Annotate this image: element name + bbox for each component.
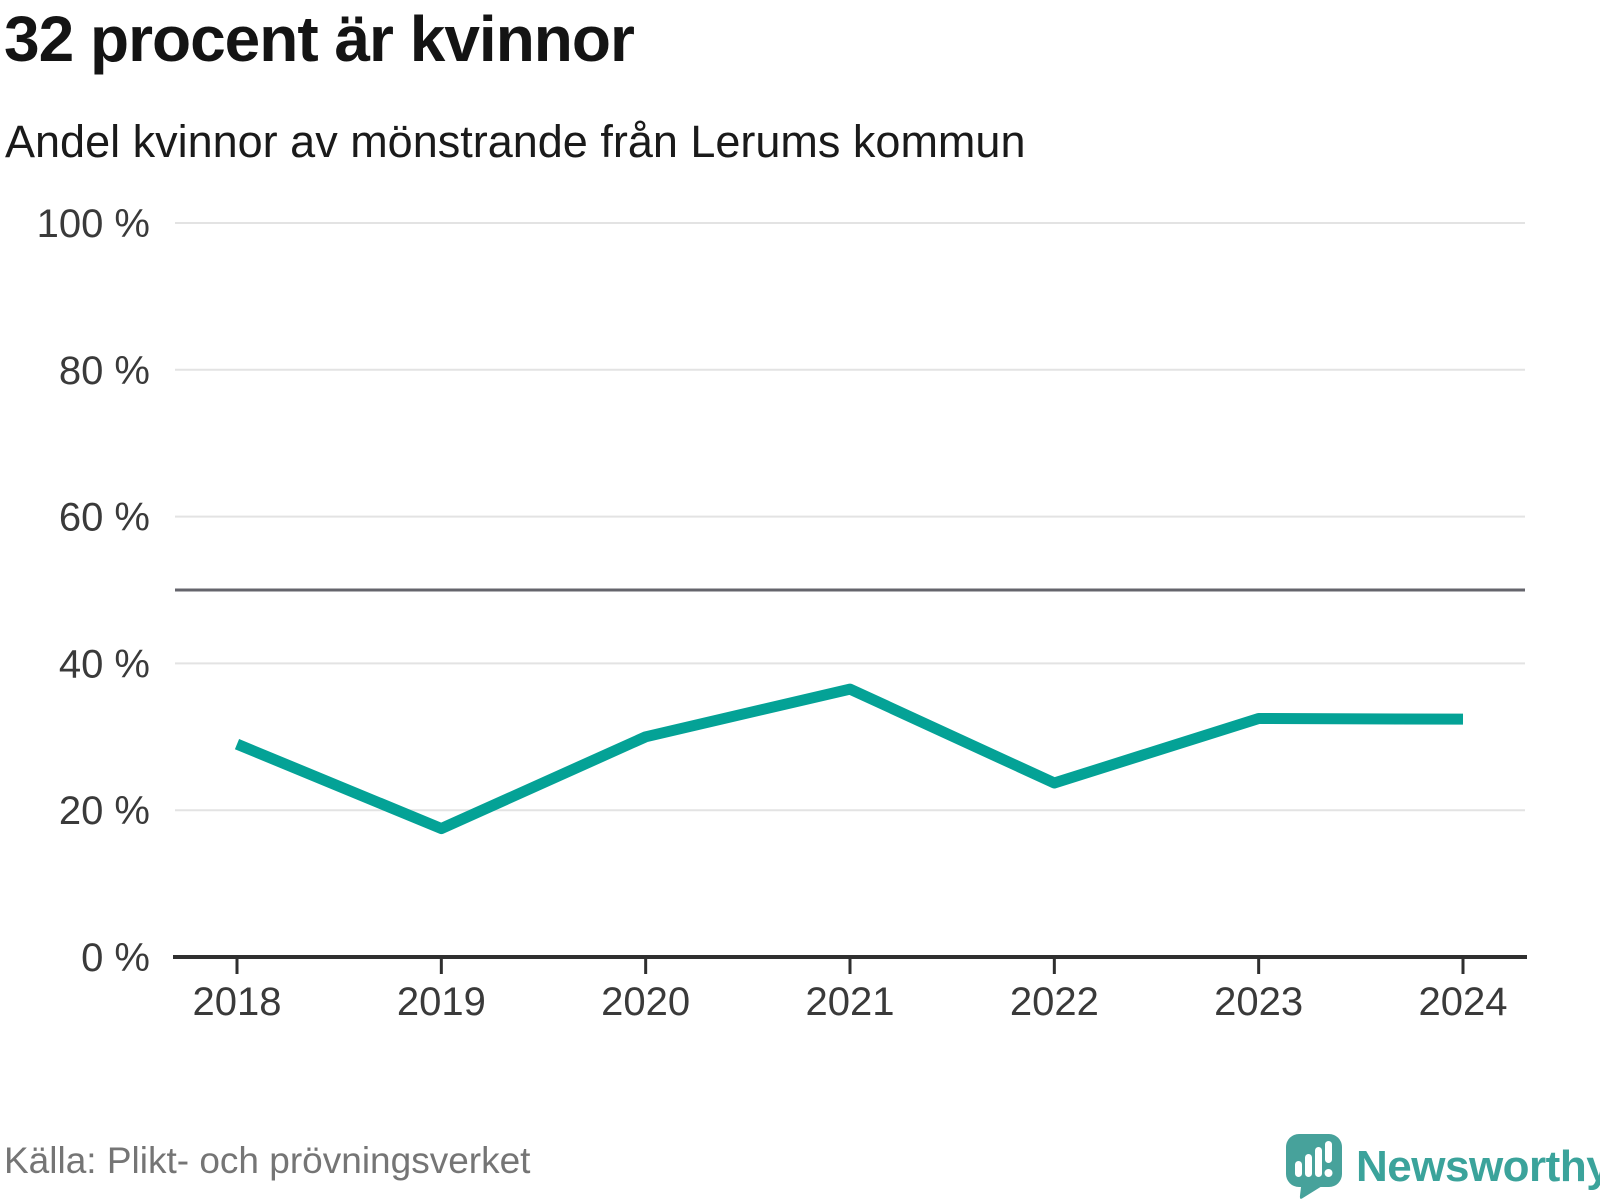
logo-exclamation-bar [1325,1141,1332,1163]
chart-subtitle: Andel kvinnor av mönstrande från Lerums … [5,116,1026,167]
y-axis-label: 80 % [59,349,150,393]
y-axis-label: 20 % [59,789,150,833]
x-axis-label: 2019 [397,980,486,1024]
x-axis-label: 2023 [1214,980,1303,1024]
brand-name: Newsworthy [1356,1142,1600,1191]
logo-exclamation-dot [1324,1169,1333,1177]
y-axis-label: 100 % [37,202,150,246]
line-chart: 0 % 20 % 40 % 60 % 80 % 100 % 2018 2019 2020 2021… [37,202,1527,1024]
brand-lockup: Newsworthy [1286,1134,1600,1200]
logo-bar-1 [1295,1161,1302,1177]
x-axis-label: 2020 [601,980,690,1024]
x-axis-label: 2021 [806,980,895,1024]
series-line [234,683,1464,835]
x-axis-label: 2018 [193,980,282,1024]
y-axis-label: 0 % [81,936,150,980]
x-axis-label: 2024 [1419,980,1508,1024]
source-note: Källa: Plikt- och prövningsverket [4,1140,531,1181]
x-axis-label: 2022 [1010,980,1099,1024]
chart-title: 32 procent är kvinnor [4,3,635,75]
y-axis-label: 60 % [59,496,150,540]
logo-bar-3 [1315,1147,1322,1177]
newsworthy-logo-icon [1286,1134,1342,1199]
logo-bar-2 [1305,1154,1312,1177]
y-axis-label: 40 % [59,642,150,686]
logo-bubble [1286,1134,1342,1199]
